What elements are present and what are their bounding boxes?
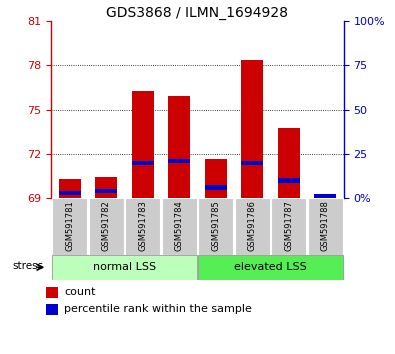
Bar (95, 189, 117, 193)
Text: count: count (64, 287, 96, 297)
Text: GSM591785: GSM591785 (211, 200, 220, 251)
Text: GSM591782: GSM591782 (102, 200, 111, 251)
Bar (205, 159, 227, 198)
Bar (47, 287, 58, 298)
Text: GSM591787: GSM591787 (284, 200, 293, 251)
Bar (271, 198, 307, 255)
Bar (162, 198, 197, 255)
Bar (314, 195, 336, 198)
Bar (52, 198, 87, 255)
Bar (47, 304, 58, 315)
Text: GSM591781: GSM591781 (65, 200, 74, 251)
Bar (308, 198, 343, 255)
Bar (278, 128, 300, 198)
Bar (241, 59, 263, 198)
Title: GDS3868 / ILMN_1694928: GDS3868 / ILMN_1694928 (107, 6, 288, 20)
Bar (132, 161, 154, 165)
Bar (198, 198, 233, 255)
Bar (235, 198, 270, 255)
Bar (52, 255, 197, 280)
Bar (198, 255, 343, 280)
Bar (95, 177, 117, 198)
Text: percentile rank within the sample: percentile rank within the sample (64, 304, 252, 314)
Text: GSM591786: GSM591786 (248, 200, 257, 251)
Bar (125, 198, 160, 255)
Text: stress: stress (13, 261, 44, 271)
Text: elevated LSS: elevated LSS (234, 262, 307, 272)
Text: GSM591784: GSM591784 (175, 200, 184, 251)
Bar (168, 96, 190, 198)
Bar (59, 179, 81, 198)
Text: normal LSS: normal LSS (93, 262, 156, 272)
Text: GSM591788: GSM591788 (321, 200, 330, 251)
Bar (168, 159, 190, 163)
Bar (314, 194, 336, 199)
Bar (241, 161, 263, 165)
Bar (59, 191, 81, 195)
Bar (205, 185, 227, 190)
Text: GSM591783: GSM591783 (138, 200, 147, 251)
Bar (278, 178, 300, 183)
Bar (132, 91, 154, 198)
Bar (88, 198, 124, 255)
